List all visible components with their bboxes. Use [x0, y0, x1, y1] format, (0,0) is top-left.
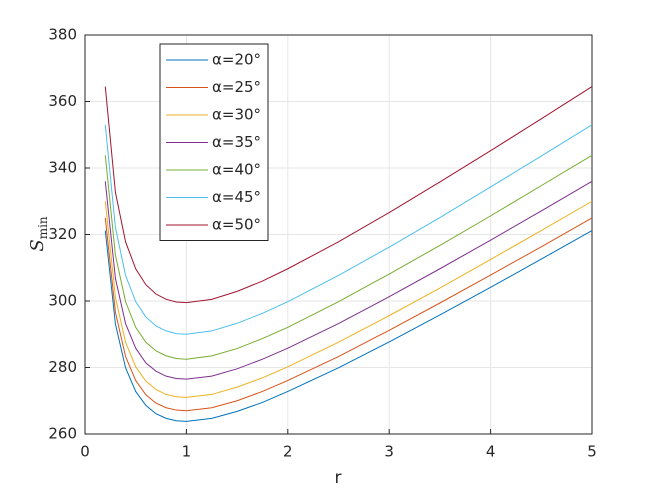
- data-line: [104, 86, 593, 304]
- legend-label: α=40°: [212, 161, 261, 179]
- data-line: [104, 217, 593, 412]
- x-tick-label: 5: [587, 443, 597, 461]
- axes-box: [84, 34, 593, 435]
- legend-label: α=30°: [212, 106, 261, 124]
- legend-label: α=25°: [212, 78, 261, 96]
- y-axis-label-group: Smin: [27, 216, 50, 252]
- y-tick-label: 380: [48, 26, 77, 44]
- x-tick-label: 3: [384, 443, 394, 461]
- y-axis-label: Smin: [27, 216, 50, 252]
- y-tick-label: 340: [48, 159, 77, 177]
- data-line: [104, 124, 593, 335]
- legend-label: α=20°: [212, 51, 261, 69]
- legend-label: α=45°: [212, 188, 261, 206]
- y-tick-label: 300: [48, 292, 77, 310]
- x-tick-label: 0: [80, 443, 90, 461]
- y-tick-label: 260: [48, 425, 77, 443]
- data-line: [104, 154, 593, 360]
- legend-label: α=50°: [212, 216, 261, 234]
- y-label-sub: min: [36, 216, 50, 239]
- y-tick-label: 280: [48, 358, 77, 376]
- data-line: [104, 200, 593, 398]
- x-tick-label: 4: [486, 443, 496, 461]
- data-line: [104, 230, 593, 422]
- legend-label: α=35°: [212, 133, 261, 151]
- x-axis-label: r: [335, 468, 342, 488]
- y-label-main: S: [27, 239, 48, 251]
- x-tick-label: 1: [182, 443, 192, 461]
- y-tick-label: 320: [48, 225, 77, 243]
- legend-box: [159, 43, 269, 241]
- y-tick-label: 360: [48, 92, 77, 110]
- x-tick-label: 2: [283, 443, 293, 461]
- data-line: [104, 180, 593, 380]
